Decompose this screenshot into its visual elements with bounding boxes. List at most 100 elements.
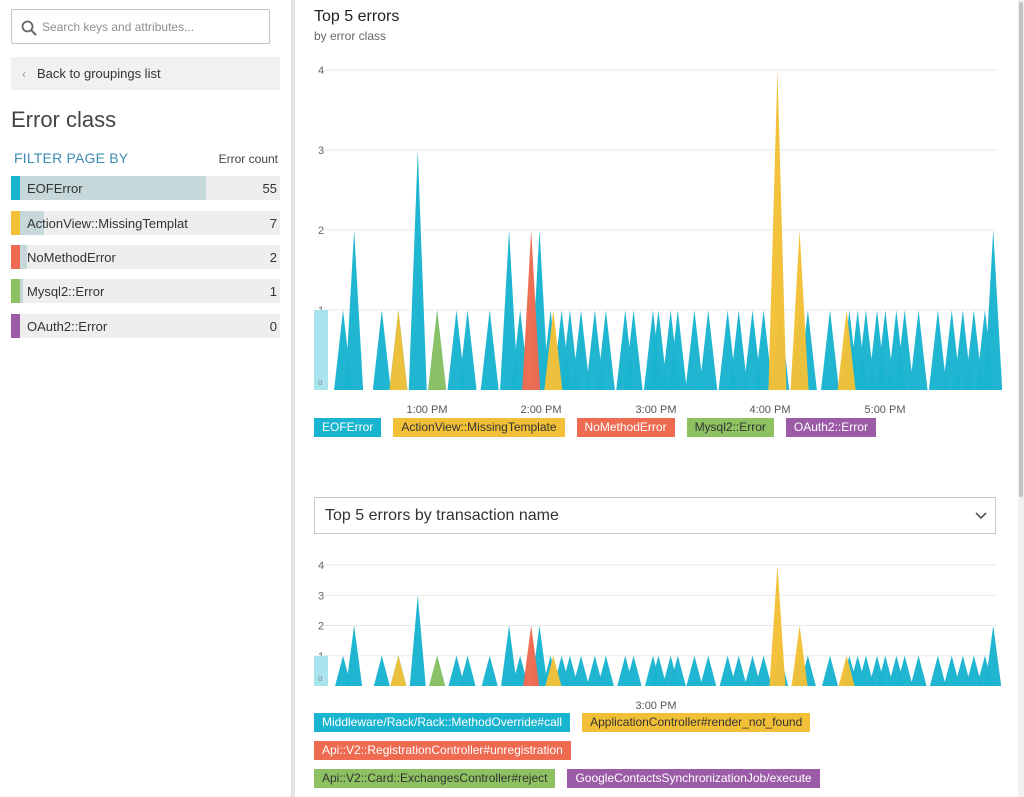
legend-item[interactable]: OAuth2::Error bbox=[785, 418, 876, 437]
area-spike bbox=[928, 310, 947, 390]
main-scrollbar[interactable] bbox=[1018, 0, 1024, 797]
facet-color-swatch bbox=[11, 211, 20, 235]
facet-item[interactable]: Mysql2::Error 1 bbox=[11, 279, 280, 303]
main-panel: Top 5 errors by error class 1234o1:00 PM… bbox=[296, 0, 1024, 797]
search-box[interactable] bbox=[11, 9, 270, 44]
area-spike bbox=[895, 310, 914, 390]
area-spike bbox=[345, 230, 364, 390]
area-spike bbox=[500, 230, 519, 390]
area-spike bbox=[512, 655, 529, 686]
area-spike bbox=[335, 655, 352, 686]
facet-item[interactable]: ActionView::MissingTemplat 7 bbox=[11, 211, 280, 235]
legend-item[interactable]: ActionView::MissingTemplate bbox=[393, 418, 565, 437]
legend-item[interactable]: GoogleContactsSynchronizationJob/execute bbox=[567, 769, 820, 788]
area-spike bbox=[522, 230, 541, 390]
area-spike bbox=[730, 655, 747, 686]
area-spike bbox=[943, 655, 960, 686]
scrollbar-thumb[interactable] bbox=[1019, 2, 1023, 497]
area-spike bbox=[896, 655, 913, 686]
area-spike bbox=[744, 655, 761, 686]
zero-marker: o bbox=[318, 378, 323, 387]
dropdown-value: Top 5 errors by transaction name bbox=[325, 506, 559, 524]
facet-count-bar bbox=[20, 176, 206, 200]
area-spike bbox=[408, 150, 427, 390]
dimmed-bucket bbox=[314, 310, 328, 390]
area-spike bbox=[545, 655, 562, 686]
area-spike bbox=[429, 655, 446, 686]
area-spike bbox=[791, 625, 808, 686]
back-to-groupings-button[interactable]: ‹ Back to groupings list bbox=[11, 57, 280, 90]
legend-item[interactable]: Mysql2::Error bbox=[686, 418, 774, 437]
legend-item[interactable]: NoMethodError bbox=[576, 418, 675, 437]
area-spike bbox=[573, 655, 589, 686]
error-class-chart[interactable]: 1234o1:00 PM2:00 PM3:00 PM4:00 PM5:00 PM bbox=[296, 50, 1002, 420]
area-spike bbox=[459, 655, 476, 686]
zero-marker: o bbox=[318, 674, 323, 683]
area-spike bbox=[954, 655, 971, 686]
group-title: Error class bbox=[11, 107, 117, 132]
search-input[interactable] bbox=[42, 16, 264, 38]
area-spike bbox=[389, 310, 408, 390]
sidebar: ‹ Back to groupings list Error class FIL… bbox=[0, 0, 291, 797]
area-spike bbox=[586, 655, 603, 686]
y-tick-label: 4 bbox=[318, 65, 324, 77]
area-spike bbox=[837, 310, 856, 390]
search-icon bbox=[21, 20, 37, 36]
area-spike bbox=[768, 70, 787, 390]
y-tick-label: 4 bbox=[318, 560, 324, 572]
legend-item[interactable]: Api::V2::Card::ExchangesController#rejec… bbox=[314, 769, 556, 788]
area-spike bbox=[561, 655, 578, 686]
area-spike bbox=[544, 310, 563, 390]
area-spike bbox=[649, 310, 668, 390]
area-spike bbox=[790, 230, 809, 390]
dimmed-bucket bbox=[314, 655, 328, 686]
area-spike bbox=[929, 655, 946, 686]
area-spike bbox=[650, 655, 667, 686]
area-spike bbox=[755, 655, 772, 686]
y-tick-label: 3 bbox=[318, 590, 324, 602]
area-spike bbox=[685, 310, 704, 390]
facet-count-bar bbox=[20, 245, 27, 269]
facet-name: OAuth2::Error bbox=[27, 319, 108, 334]
area-spike bbox=[754, 310, 773, 390]
area-spike bbox=[822, 655, 838, 686]
area-spike bbox=[523, 625, 540, 686]
chart1-legend: EOFError ActionView::MissingTemplate NoMet… bbox=[314, 418, 994, 446]
area-spike bbox=[458, 310, 477, 390]
area-spike bbox=[501, 625, 518, 686]
facet-item[interactable]: NoMethodError 2 bbox=[11, 245, 280, 269]
facet-color-swatch bbox=[11, 245, 20, 269]
x-tick-label: 3:00 PM bbox=[636, 700, 677, 712]
facet-count-bar bbox=[20, 279, 23, 303]
facet-color-swatch bbox=[11, 176, 20, 200]
error-count-header: Error count bbox=[218, 152, 278, 166]
legend-item[interactable]: EOFError bbox=[314, 418, 382, 437]
legend-item[interactable]: Api::V2::RegistrationController#unregist… bbox=[314, 741, 571, 760]
facet-count: 0 bbox=[269, 319, 277, 334]
area-spike bbox=[669, 655, 686, 686]
transaction-name-chart[interactable]: 1234o3:00 PM bbox=[296, 540, 1002, 716]
area-spike bbox=[428, 310, 447, 390]
area-spike bbox=[596, 310, 615, 390]
chart-facet-dropdown[interactable]: Top 5 errors by transaction name bbox=[314, 497, 996, 534]
facet-item[interactable]: OAuth2::Error 0 bbox=[11, 314, 280, 338]
x-tick-label: 5:00 PM bbox=[865, 404, 906, 416]
area-spike bbox=[719, 655, 736, 686]
area-spike bbox=[838, 655, 855, 686]
chevron-left-icon: ‹ bbox=[22, 66, 26, 81]
facet-item[interactable]: EOFError 55 bbox=[11, 176, 280, 200]
chevron-down-icon bbox=[967, 497, 995, 534]
facet-count-bar bbox=[20, 211, 44, 235]
facet-count: 2 bbox=[269, 250, 277, 265]
y-tick-label: 2 bbox=[318, 621, 324, 633]
facet-count: 1 bbox=[269, 284, 277, 299]
filter-header: FILTER PAGE BY Error count bbox=[14, 150, 278, 166]
x-tick-label: 3:00 PM bbox=[636, 404, 677, 416]
legend-item[interactable]: Middleware/Rack/Rack::MethodOverride#cal… bbox=[314, 713, 571, 732]
legend-item[interactable]: ApplicationController#render_not_found bbox=[582, 713, 811, 732]
area-spike bbox=[390, 655, 407, 686]
facet-name: NoMethodError bbox=[27, 250, 116, 265]
pane-divider[interactable] bbox=[291, 0, 295, 797]
area-spike bbox=[668, 310, 687, 390]
facet-name: ActionView::MissingTemplat bbox=[27, 216, 188, 231]
